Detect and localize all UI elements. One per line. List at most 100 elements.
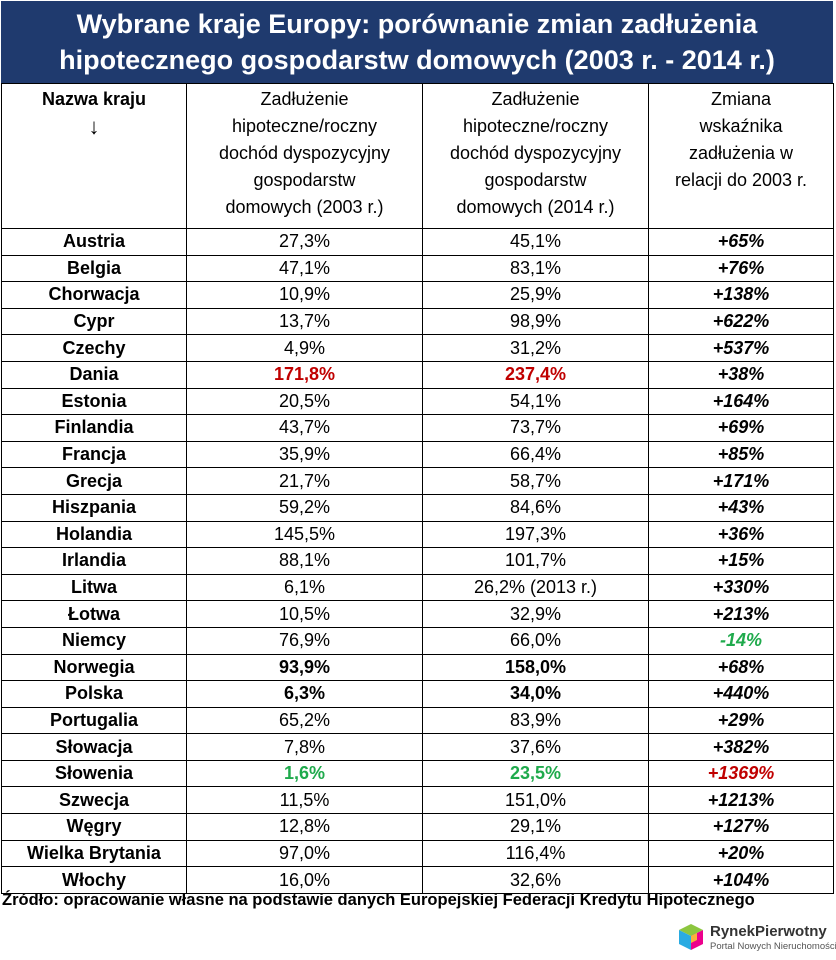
header-2014-line: dochód dyspozycyjny — [449, 143, 622, 163]
cell-change-value: +36% — [717, 523, 765, 544]
cell-change-value: +76% — [717, 257, 765, 278]
cell-change: +15% — [648, 547, 834, 575]
cell-country: Holandia — [1, 520, 187, 549]
cell-country-value: Litwa — [70, 577, 117, 598]
cell-country: Estonia — [1, 387, 187, 416]
cell-2014-value: 58,7% — [509, 470, 562, 491]
cell-2003: 13,7% — [186, 307, 423, 336]
cell-country-value: Portugalia — [49, 709, 138, 730]
cell-2003-value: 16,0% — [278, 869, 331, 890]
cell-2014: 58,7% — [422, 467, 649, 495]
table-row: Polska 6,3% 34,0% +440% — [1, 680, 834, 708]
table-row: Austria 27,3% 45,1% +65% — [1, 228, 834, 256]
debt-comparison-table: Nazwa kraju ↓ Zadłużenie hipoteczne/rocz… — [1, 83, 834, 894]
cell-change: +622% — [648, 307, 834, 336]
header-2014-line: Zadłużenie — [491, 89, 580, 109]
cell-2003-value: 12,8% — [278, 816, 331, 837]
cell-change-value: +127% — [712, 816, 770, 837]
cell-2003: 171,8% — [186, 360, 423, 389]
cell-change-value: +330% — [712, 577, 770, 598]
cell-2003-value: 93,9% — [278, 656, 331, 677]
cell-2014-value: 158,0% — [504, 656, 567, 677]
table-row: Cypr 13,7% 98,9% +622% — [1, 307, 834, 336]
header-2014-line: domowych (2014 r.) — [456, 197, 615, 217]
cell-country-value: Estonia — [61, 390, 127, 411]
cell-2003: 4,9% — [186, 334, 423, 362]
cell-2014: 83,1% — [422, 254, 649, 283]
cell-country-value: Szwecja — [58, 789, 130, 810]
cell-change: +440% — [648, 680, 834, 708]
cell-2014: 34,0% — [422, 680, 649, 708]
cell-2003-value: 4,9% — [283, 337, 326, 358]
cell-2003-value: 47,1% — [278, 257, 331, 278]
cell-change: +171% — [648, 467, 834, 495]
cell-country: Chorwacja — [1, 281, 187, 309]
cell-2014-value: 66,4% — [509, 444, 562, 465]
cell-2014: 83,9% — [422, 706, 649, 735]
header-2003-line: gospodarstw — [253, 170, 356, 190]
cell-2003-value: 20,5% — [278, 390, 331, 411]
cell-change-value: +1213% — [707, 789, 775, 810]
cell-2003-value: 65,2% — [278, 709, 331, 730]
cell-2014-value: 45,1% — [509, 231, 562, 252]
cell-change: +85% — [648, 440, 834, 469]
header-2003: Zadłużenie hipoteczne/roczny dochód dysp… — [186, 83, 423, 229]
cell-change: +20% — [648, 839, 834, 868]
table-row: Finlandia 43,7% 73,7% +69% — [1, 414, 834, 442]
header-country: Nazwa kraju ↓ — [1, 83, 187, 229]
cell-change: +1369% — [648, 759, 834, 788]
title-line-1: Wybrane kraje Europy: porównanie zmian z… — [76, 9, 758, 39]
cell-2014: 197,3% — [422, 520, 649, 549]
cell-2014-value: 32,6% — [509, 869, 562, 890]
cell-2003: 16,0% — [186, 866, 423, 894]
cell-country-value: Cypr — [73, 311, 115, 332]
cell-change-value: +65% — [717, 231, 765, 252]
cell-change: +213% — [648, 600, 834, 628]
cell-2014-value: 73,7% — [509, 417, 562, 438]
table-row: Niemcy 76,9% 66,0% -14% — [1, 626, 834, 655]
cell-change: -14% — [648, 626, 834, 655]
logo-name: RynekPierwotny — [710, 923, 827, 940]
cell-change: +69% — [648, 414, 834, 442]
cell-change-value: +440% — [712, 683, 770, 704]
cell-2003-value: 6,3% — [283, 683, 326, 704]
logo-tagline: Portal Nowych Nieruchomości — [710, 941, 836, 952]
header-2014: Zadłużenie hipoteczne/roczny dochód dysp… — [422, 83, 649, 229]
cell-2014: 66,0% — [422, 626, 649, 655]
cell-2014-value: 84,6% — [509, 497, 562, 518]
cell-change: +164% — [648, 387, 834, 416]
cell-2014: 37,6% — [422, 733, 649, 761]
header-change-line: relacji do 2003 r. — [674, 170, 808, 190]
cell-2003-value: 10,9% — [278, 284, 331, 305]
cell-country: Cypr — [1, 307, 187, 336]
cell-country: Słowacja — [1, 733, 187, 761]
cell-country-value: Francja — [61, 444, 127, 465]
cell-2014-value: 37,6% — [509, 736, 562, 757]
cell-2014: 73,7% — [422, 414, 649, 442]
cell-2003: 93,9% — [186, 653, 423, 682]
cell-2003: 6,1% — [186, 573, 423, 602]
table-row: Dania 171,8% 237,4% +38% — [1, 360, 834, 389]
table-row: Węgry 12,8% 29,1% +127% — [1, 813, 834, 841]
table-row: Czechy 4,9% 31,2% +537% — [1, 334, 834, 362]
cell-2014: 101,7% — [422, 547, 649, 575]
cell-country-value: Chorwacja — [48, 284, 140, 305]
cell-change-value: +38% — [717, 364, 765, 385]
cell-change-value: +622% — [712, 311, 770, 332]
cell-2014-value: 29,1% — [509, 816, 562, 837]
table-row: Estonia 20,5% 54,1% +164% — [1, 387, 834, 416]
cell-country: Irlandia — [1, 547, 187, 575]
table-row: Litwa 6,1% 26,2% (2013 r.) +330% — [1, 573, 834, 602]
cell-country: Łotwa — [1, 600, 187, 628]
cell-country: Czechy — [1, 334, 187, 362]
down-arrow-icon: ↓ — [88, 114, 100, 139]
cell-change: +68% — [648, 653, 834, 682]
header-2003-line: dochód dyspozycyjny — [218, 143, 391, 163]
cell-2003-value: 76,9% — [278, 630, 331, 651]
cell-change-value: +20% — [717, 842, 765, 863]
cell-country: Finlandia — [1, 414, 187, 442]
cell-change: +138% — [648, 281, 834, 309]
header-row: Nazwa kraju ↓ Zadłużenie hipoteczne/rocz… — [1, 83, 834, 229]
header-change-line: zadłużenia w — [688, 143, 794, 163]
source-note: Źródło: opracowanie własne na podstawie … — [2, 891, 755, 909]
